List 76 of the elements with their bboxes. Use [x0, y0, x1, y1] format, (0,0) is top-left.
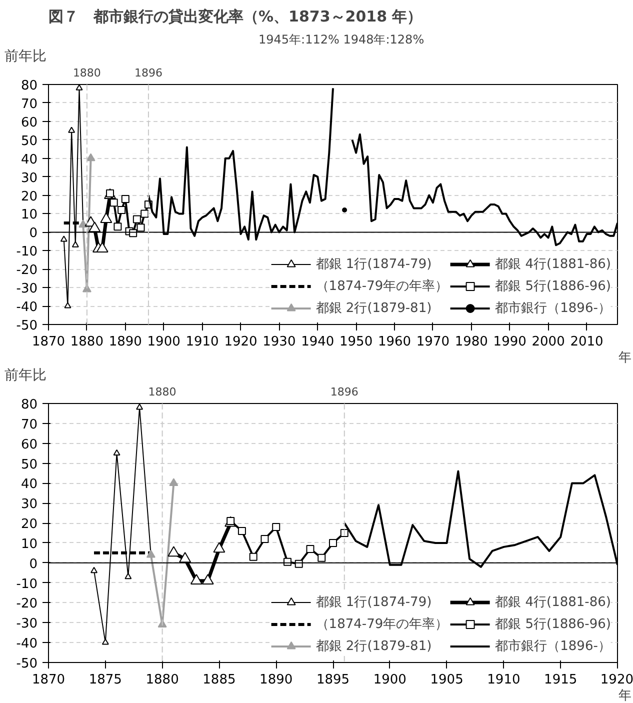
legend-label: 都銀 5行(1886-96)	[495, 278, 611, 295]
y-tick-label: 0	[29, 556, 38, 572]
x-tick-label: 1890	[260, 672, 293, 688]
x-tick-label: 1870	[32, 672, 66, 688]
y-tick-label: 50	[20, 457, 38, 472]
x-tick-label: 1905	[430, 672, 464, 688]
x-tick-label: 1970	[416, 334, 450, 350]
y-tick-label: 10	[20, 208, 38, 223]
y-tick-label: 30	[20, 170, 38, 186]
text: 1945年:112% 1948年:128%	[258, 32, 424, 46]
y-tick-label: 40	[20, 152, 38, 168]
x-tick-label: 1910	[186, 334, 219, 350]
y-tick-label: -20	[16, 596, 38, 612]
x-tick-label: 1900	[373, 672, 406, 688]
y-tick-label: 80	[20, 78, 38, 94]
x-tick-label: 1990	[493, 334, 526, 350]
y-tick-label: 60	[20, 115, 38, 130]
y-tick-label: -50	[16, 318, 38, 334]
y-tick-label: 40	[20, 477, 38, 492]
legend-label: 都銀 2行(1879-81)	[316, 638, 432, 655]
y-tick-label: -30	[16, 282, 38, 297]
ref-line-label: 1896	[330, 386, 358, 398]
legend-label: （1874-79年の年率）	[316, 616, 448, 633]
y-tick-label: -50	[16, 656, 38, 672]
y-tick-label: 60	[20, 437, 38, 452]
legend-label: 都市銀行（1896-）	[495, 638, 611, 655]
x-tick-label: 1885	[202, 672, 236, 688]
y-tick-label: 20	[20, 517, 38, 532]
y-tick-label: -20	[16, 263, 38, 278]
y-tick-label: 20	[20, 189, 38, 204]
x-tick-label: 1960	[378, 334, 412, 350]
y-tick-label: -30	[16, 616, 38, 632]
x-tick-label: 2010	[570, 334, 604, 350]
y-tick-label: -40	[16, 636, 38, 652]
y-tick-label: -10	[16, 576, 38, 592]
ref-line-label: 1896	[134, 66, 162, 80]
legend-label: 都市銀行（1896-）	[495, 300, 611, 317]
x-axis-title: 年	[618, 688, 632, 703]
x-tick-label: 1920	[600, 672, 633, 688]
y-tick-label: 80	[20, 398, 38, 412]
legend-label: 都銀 1行(1874-79)	[316, 594, 432, 611]
x-tick-label: 1870	[32, 334, 66, 350]
x-tick-label: 1920	[224, 334, 258, 350]
y-tick-label: 70	[20, 96, 38, 112]
y-tick-label: 70	[20, 417, 38, 432]
x-tick-label: 1910	[487, 672, 520, 688]
y-axis-title: 前年比	[4, 48, 46, 64]
y-tick-label: 50	[20, 134, 38, 149]
x-tick-label: 2000	[532, 334, 565, 350]
x-tick-label: 1980	[454, 334, 488, 350]
x-tick-label: 1895	[316, 672, 350, 688]
ref-line-label: 1880	[72, 66, 101, 80]
chart-title: 図７ 都市銀行の貸出変化率（%、1873～2018 年）	[48, 8, 422, 26]
x-tick-label: 1930	[262, 334, 296, 350]
y-axis-title: 前年比	[4, 368, 46, 384]
x-tick-label: 1880	[146, 672, 179, 688]
legend-label: 都銀 4行(1881-86)	[495, 256, 611, 273]
x-axis-title: 年	[618, 350, 632, 366]
x-tick-label: 1875	[88, 672, 122, 688]
x-tick-label: 1950	[340, 334, 373, 350]
x-tick-label: 1880	[70, 334, 104, 350]
y-tick-label: 10	[20, 536, 38, 552]
legend-label: 都銀 5行(1886-96)	[495, 616, 611, 633]
legend-label: （1874-79年の年率）	[316, 278, 448, 295]
legend-label: 都銀 4行(1881-86)	[495, 594, 611, 611]
y-tick-label: -40	[16, 300, 38, 316]
x-tick-label: 1890	[108, 334, 142, 350]
x-tick-label: 1915	[544, 672, 578, 688]
ref-line-label: 1880	[148, 386, 176, 398]
y-tick-label: 0	[29, 226, 38, 242]
y-tick-label: 30	[20, 497, 38, 512]
legend-label: 都銀 1行(1874-79)	[316, 256, 432, 273]
y-tick-label: -10	[16, 244, 38, 260]
legend-label: 都銀 2行(1879-81)	[316, 300, 432, 317]
x-tick-label: 1940	[301, 334, 334, 350]
x-tick-label: 1900	[147, 334, 180, 350]
